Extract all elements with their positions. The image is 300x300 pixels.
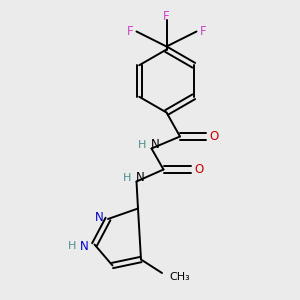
Text: O: O [209,130,218,143]
Text: H: H [123,173,131,183]
Text: N: N [136,171,145,184]
Text: F: F [200,25,206,38]
Text: F: F [163,10,170,23]
Text: O: O [194,163,203,176]
Text: N: N [151,138,160,152]
Text: N: N [95,211,104,224]
Text: CH₃: CH₃ [169,272,190,283]
Text: N: N [80,239,88,253]
Text: H: H [138,140,147,150]
Text: H: H [68,241,76,251]
Text: F: F [127,25,133,38]
